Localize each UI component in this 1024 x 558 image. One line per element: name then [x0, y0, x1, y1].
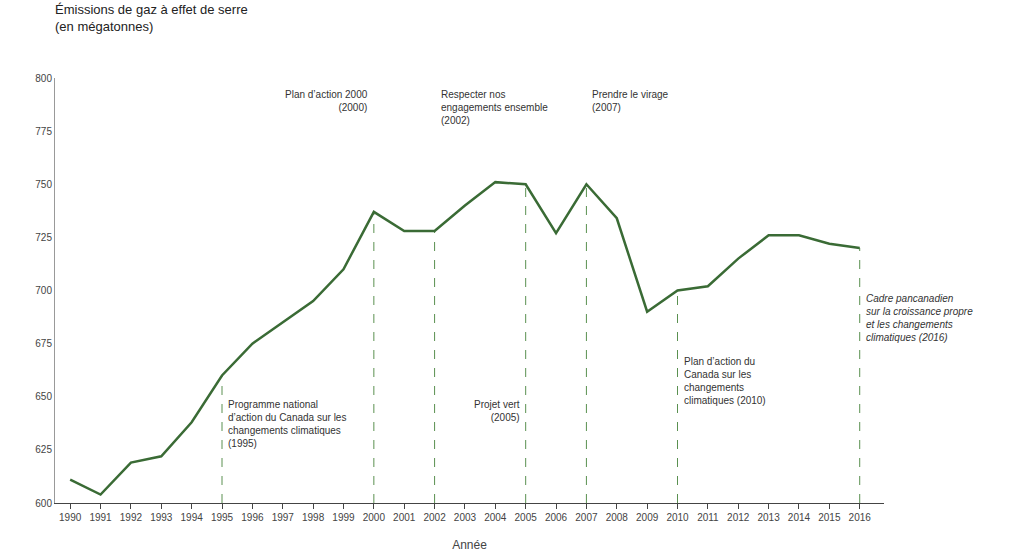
svg-text:2007: 2007 — [575, 512, 598, 523]
svg-text:1993: 1993 — [150, 512, 173, 523]
svg-text:725: 725 — [35, 232, 52, 243]
svg-text:1992: 1992 — [120, 512, 143, 523]
svg-text:Programme nationald’action du: Programme nationald’action du Canada sur… — [228, 399, 346, 449]
svg-text:2002: 2002 — [423, 512, 446, 523]
svg-text:Projet vert(2005): Projet vert(2005) — [474, 399, 520, 423]
svg-text:Plan d’action 2000(2000): Plan d’action 2000(2000) — [285, 89, 368, 113]
svg-text:Cadre pancanadiensur la croiss: Cadre pancanadiensur la croissance propr… — [866, 293, 973, 343]
svg-text:2012: 2012 — [727, 512, 750, 523]
svg-text:2004: 2004 — [484, 512, 507, 523]
svg-text:800: 800 — [35, 73, 52, 84]
svg-text:1996: 1996 — [241, 512, 264, 523]
svg-text:Prendre le virage(2007): Prendre le virage(2007) — [592, 89, 669, 113]
svg-text:2009: 2009 — [636, 512, 659, 523]
svg-text:2001: 2001 — [393, 512, 416, 523]
svg-text:750: 750 — [35, 179, 52, 190]
svg-text:Émissions de gaz à effet de se: Émissions de gaz à effet de serre(en még… — [55, 2, 248, 34]
svg-text:1991: 1991 — [89, 512, 112, 523]
svg-text:2005: 2005 — [515, 512, 538, 523]
svg-text:2014: 2014 — [788, 512, 811, 523]
svg-text:2010: 2010 — [666, 512, 689, 523]
svg-text:600: 600 — [35, 498, 52, 509]
svg-text:2006: 2006 — [545, 512, 568, 523]
svg-text:2003: 2003 — [454, 512, 477, 523]
svg-text:Année: Année — [452, 538, 487, 552]
svg-text:1990: 1990 — [59, 512, 82, 523]
svg-text:700: 700 — [35, 285, 52, 296]
svg-text:Plan d’action duCanada sur les: Plan d’action duCanada sur leschangement… — [684, 356, 766, 406]
svg-text:2013: 2013 — [757, 512, 780, 523]
svg-text:675: 675 — [35, 338, 52, 349]
svg-text:1997: 1997 — [272, 512, 295, 523]
svg-text:Respecter nosengagements ensem: Respecter nosengagements ensemble(2002) — [441, 89, 548, 126]
svg-text:775: 775 — [35, 126, 52, 137]
svg-text:2008: 2008 — [606, 512, 629, 523]
svg-text:2011: 2011 — [697, 512, 719, 523]
svg-text:625: 625 — [35, 444, 52, 455]
svg-text:650: 650 — [35, 391, 52, 402]
svg-text:1998: 1998 — [302, 512, 325, 523]
svg-text:2000: 2000 — [363, 512, 386, 523]
svg-text:1994: 1994 — [181, 512, 204, 523]
svg-text:2016: 2016 — [849, 512, 872, 523]
svg-text:2015: 2015 — [818, 512, 841, 523]
svg-text:1999: 1999 — [332, 512, 355, 523]
svg-text:1995: 1995 — [211, 512, 234, 523]
